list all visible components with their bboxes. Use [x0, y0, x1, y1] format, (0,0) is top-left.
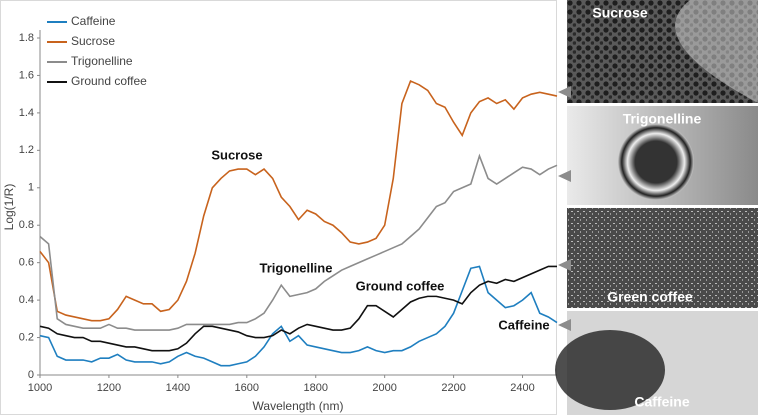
panel-label: Green coffee [607, 289, 693, 305]
arrows [558, 86, 571, 331]
image-shade [567, 0, 758, 103]
caffeine-blot [555, 330, 665, 410]
y-tick-label: 0.6 [19, 257, 34, 269]
panel-label: Trigonelline [623, 111, 702, 127]
y-tick-label: 1.2 [19, 144, 34, 156]
green-coffee-image [567, 208, 758, 308]
y-tick-label: 0 [28, 369, 34, 381]
x-tick-label: 1000 [28, 382, 52, 394]
y-tick-label: 1.4 [19, 107, 34, 119]
x-tick-label: 1200 [97, 382, 121, 394]
arrow [558, 170, 571, 182]
y-tick-label: 1.6 [19, 69, 34, 81]
x-tick-label: 2000 [372, 382, 396, 394]
x-tick-label: 2400 [510, 382, 534, 394]
x-tick-label: 1600 [235, 382, 259, 394]
series-line [39, 153, 558, 331]
legend-label: Ground coffee [71, 74, 147, 88]
annotation: Trigonelline [260, 260, 333, 275]
x-tick-label: 2200 [441, 382, 465, 394]
x-axis-label: Wavelength (nm) [253, 399, 344, 413]
crystal [618, 124, 694, 200]
legend-label: Sucrose [71, 34, 115, 48]
series-line [39, 265, 557, 352]
image-panels: Sucrose Trigonelline Green coffee Caffei… [555, 0, 758, 415]
x-tick-label: 1800 [303, 382, 327, 394]
panel-label: Caffeine [634, 394, 689, 410]
x-tick-label: 1400 [166, 382, 190, 394]
series-line [39, 79, 558, 322]
y-axis-label: Log(1/R) [2, 184, 16, 231]
y-tick-label: 0.4 [19, 294, 34, 306]
arrow [558, 259, 571, 271]
series-line [39, 265, 558, 367]
legend-label: Caffeine [71, 14, 116, 28]
y-tick-label: 1 [28, 182, 34, 194]
annotation: Ground coffee [356, 278, 445, 293]
y-tick-label: 0.8 [19, 219, 34, 231]
panel-label: Sucrose [592, 5, 647, 21]
y-tick-label: 0.2 [19, 331, 34, 343]
annotation: Caffeine [498, 317, 549, 332]
annotation: Sucrose [211, 147, 262, 162]
arrow [558, 86, 571, 98]
legend-label: Trigonelline [71, 54, 133, 68]
arrow [558, 319, 571, 331]
plot: 0 0.2 0.4 0.6 0.8 1 1.2 1.4 1.6 1.8 1000 1200 1400 16… [19, 14, 558, 394]
y-tick-label: 1.8 [19, 32, 34, 44]
